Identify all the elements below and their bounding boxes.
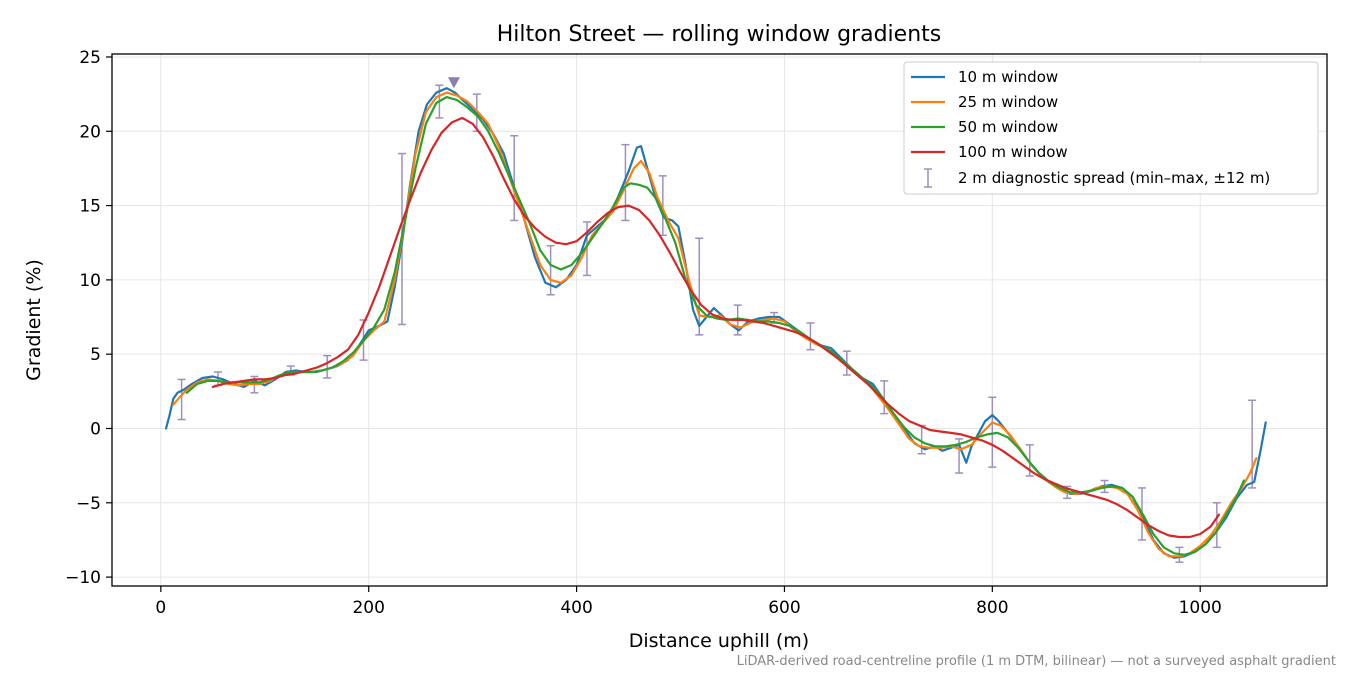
y-axis-label: Gradient (%) — [23, 259, 45, 381]
y-tick-label: 25 — [79, 48, 101, 68]
series-line-3 — [185, 96, 1245, 556]
axes: 0 200 400 600 800 1000 −10 −5 0 5 10 15 20 25 — [65, 48, 1222, 618]
footnote: LiDAR-derived road-centreline profile (1… — [737, 654, 1336, 669]
x-axis-label: Distance uphill (m) — [629, 630, 809, 652]
error-bar — [695, 237, 704, 336]
plot-area — [164, 77, 1267, 563]
error-bar — [621, 143, 630, 222]
error-bar — [323, 354, 332, 379]
x-tick-label: 600 — [768, 598, 800, 618]
series-line-4 — [211, 116, 1220, 539]
error-bar — [880, 380, 889, 415]
x-tick-label: 1000 — [1179, 598, 1222, 618]
legend-swatch-errorbar — [924, 168, 932, 188]
y-tick-label: −10 — [65, 568, 101, 588]
error-bar — [988, 396, 997, 468]
y-tick-label: 5 — [90, 345, 101, 365]
error-bar — [546, 244, 555, 296]
legend-label-errorbar: 2 m diagnostic spread (min–max, ±12 m) — [958, 169, 1270, 187]
peak-marker — [447, 77, 460, 89]
legend-label-50m: 50 m window — [958, 118, 1058, 136]
legend-box — [903, 61, 1319, 195]
y-tick-label: 20 — [79, 122, 101, 142]
plot-frame — [111, 53, 1328, 587]
y-tick-label: 0 — [90, 419, 101, 439]
x-tick-label: 0 — [155, 598, 166, 618]
y-tick-label: −5 — [76, 494, 101, 514]
error-bar — [1248, 399, 1257, 489]
x-tick-label: 800 — [976, 598, 1008, 618]
y-tick-label: 10 — [79, 271, 101, 291]
legend-label-100m: 100 m window — [958, 143, 1068, 161]
legend-label-25m: 25 m window — [958, 93, 1058, 111]
chart-title: Hilton Street — rolling window gradients — [497, 22, 941, 47]
legend-label-10m: 10 m window — [958, 68, 1058, 86]
error-bar — [510, 134, 519, 222]
legend: 10 m window 25 m window 50 m window 100 … — [903, 61, 1319, 195]
y-tick-label: 15 — [79, 197, 101, 217]
error-bar — [806, 322, 815, 351]
x-tick-label: 200 — [352, 598, 384, 618]
error-bar — [177, 378, 186, 421]
x-tick-label: 400 — [560, 598, 592, 618]
